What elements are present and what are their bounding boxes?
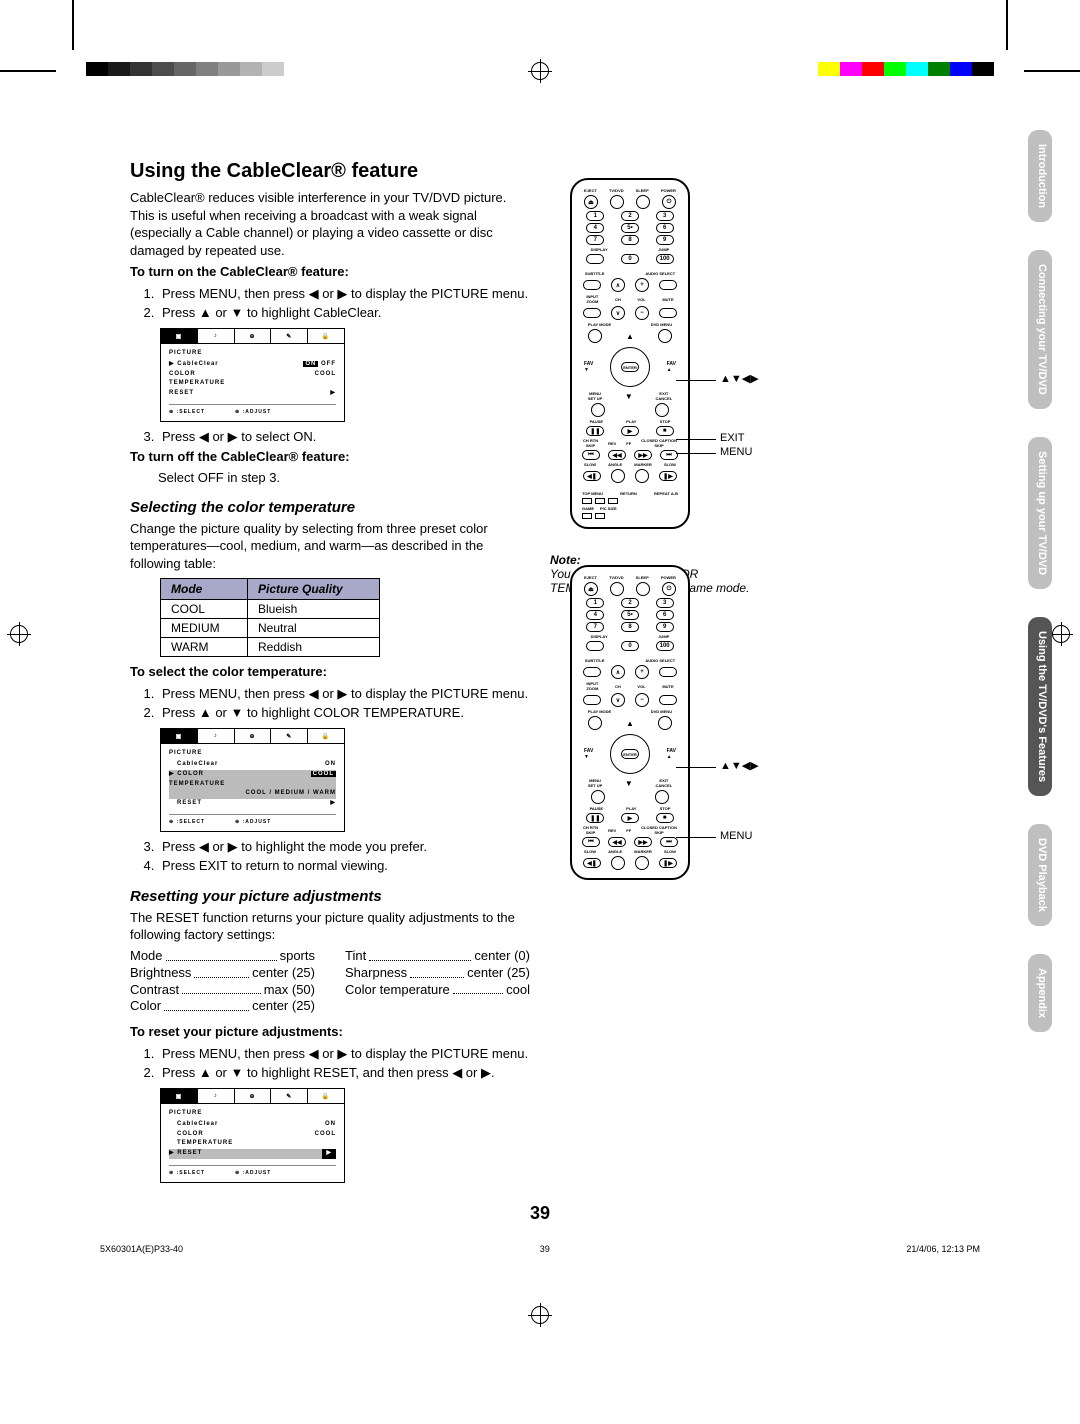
registration-mark bbox=[531, 62, 549, 80]
tab-connecting: Connecting your TV/DVD bbox=[1028, 250, 1052, 409]
registration-mark bbox=[1052, 625, 1070, 643]
main-column: Using the CableClear® feature CableClear… bbox=[130, 160, 530, 1189]
reset-steps-heading: To reset your picture adjustments: bbox=[130, 1023, 530, 1041]
factory-item: Color temperaturecool bbox=[345, 982, 530, 999]
factory-settings: ModesportsBrightnesscenter (25)Contrastm… bbox=[130, 948, 530, 1016]
reset-heading: Resetting your picture adjustments bbox=[130, 888, 530, 905]
remote-illustration-2: EJECTTV/DVDSLEEPPOWER ⏏⏻ 123 45•6 789 DI… bbox=[570, 565, 690, 880]
select-temp-remaining: Press ◀ or ▶ to highlight the mode you p… bbox=[158, 838, 530, 875]
color-temp-heading: Selecting the color temperature bbox=[130, 499, 530, 516]
factory-item: Colorcenter (25) bbox=[130, 998, 315, 1015]
osd-cableclear: CableClear bbox=[177, 361, 218, 367]
step: Press ▲ or ▼ to highlight RESET, and the… bbox=[158, 1064, 530, 1082]
footer-center: 39 bbox=[540, 1244, 550, 1254]
crop-mark bbox=[72, 0, 74, 50]
factory-item: Brightnesscenter (25) bbox=[130, 965, 315, 982]
tab-appendix: Appendix bbox=[1028, 954, 1052, 1032]
th-mode: Mode bbox=[161, 579, 248, 600]
factory-item: Tintcenter (0) bbox=[345, 948, 530, 965]
tab-introduction: Introduction bbox=[1028, 130, 1052, 222]
remote-illustration-1: EJECTTV/DVDSLEEPPOWER ⏏⏻ 123 45•6 789 DI… bbox=[570, 178, 690, 529]
print-footer: 5X60301A(E)P33-40 39 21/4/06, 12:13 PM bbox=[100, 1244, 980, 1254]
step: Press MENU, then press ◀ or ▶ to display… bbox=[158, 1045, 530, 1063]
menu-label: MENU bbox=[720, 446, 752, 458]
step: Press MENU, then press ◀ or ▶ to display… bbox=[158, 685, 530, 703]
turn-off-text: Select OFF in step 3. bbox=[158, 469, 530, 487]
osd-colortemp: COLOR TEMPERATURE bbox=[169, 370, 225, 389]
crop-mark bbox=[1006, 0, 1008, 50]
reset-steps: Press MENU, then press ◀ or ▶ to display… bbox=[158, 1045, 530, 1082]
arrows-label-2: ▲▼◀▶ bbox=[720, 760, 759, 772]
intro-text: CableClear® reduces visible interference… bbox=[130, 189, 530, 259]
step: Press EXIT to return to normal viewing. bbox=[158, 857, 530, 875]
step: Press ▲ or ▼ to highlight CableClear. bbox=[158, 304, 530, 322]
osd-screenshot-colortemp: ▣♪⊕✎🔒 PICTURE CableClearON ▶ COLOR TEMPE… bbox=[160, 728, 345, 832]
color-temp-intro: Change the picture quality by selecting … bbox=[130, 520, 530, 573]
crop-mark bbox=[1024, 70, 1080, 72]
tab-dvd-playback: DVD Playback bbox=[1028, 824, 1052, 926]
exit-label: EXIT bbox=[720, 432, 744, 444]
footer-left: 5X60301A(E)P33-40 bbox=[100, 1244, 183, 1254]
osd-screenshot-cableclear: ▣♪⊕✎🔒 PICTURE ▶ CableClearON OFF COLOR T… bbox=[160, 328, 345, 422]
select-temp-heading: To select the color temperature: bbox=[130, 663, 530, 681]
enter-button: ENTER bbox=[621, 362, 639, 372]
factory-item: Contrastmax (50) bbox=[130, 982, 315, 999]
step: Press ◀ or ▶ to highlight the mode you p… bbox=[158, 838, 530, 856]
mode-table: ModePicture Quality COOLBlueish MEDIUMNe… bbox=[160, 578, 380, 657]
menu-label-2: MENU bbox=[720, 830, 752, 842]
crop-mark bbox=[0, 70, 56, 72]
osd-reset: RESET bbox=[169, 389, 194, 399]
reset-intro: The RESET function returns your picture … bbox=[130, 909, 530, 944]
illustration-column: EJECTTV/DVDSLEEPPOWER ⏏⏻ 123 45•6 789 DI… bbox=[550, 160, 850, 880]
cmyk-bar bbox=[818, 62, 994, 76]
registration-mark bbox=[10, 625, 28, 643]
section-tabs: Introduction Connecting your TV/DVD Sett… bbox=[1028, 130, 1052, 1032]
osd-cool: COOL bbox=[315, 370, 336, 389]
step: Press MENU, then press ◀ or ▶ to display… bbox=[158, 285, 530, 303]
grayscale-bar bbox=[86, 62, 284, 76]
step: Press ◀ or ▶ to select ON. bbox=[158, 428, 530, 446]
turn-on-steps: Press MENU, then press ◀ or ▶ to display… bbox=[158, 285, 530, 322]
registration-mark bbox=[531, 1306, 549, 1324]
select-temp-steps: Press MENU, then press ◀ or ▶ to display… bbox=[158, 685, 530, 722]
tab-using-features: Using the TV/DVD's Features bbox=[1028, 617, 1052, 796]
turn-on-heading: To turn on the CableClear® feature: bbox=[130, 263, 530, 281]
th-quality: Picture Quality bbox=[248, 579, 380, 600]
turn-on-step3: Press ◀ or ▶ to select ON. bbox=[158, 428, 530, 446]
turn-off-heading: To turn off the CableClear® feature: bbox=[130, 448, 530, 466]
factory-item: Modesports bbox=[130, 948, 315, 965]
osd-screenshot-reset: ▣♪⊕✎🔒 PICTURE CableClearON COLOR TEMPERA… bbox=[160, 1088, 345, 1182]
tab-setting-up: Setting up your TV/DVD bbox=[1028, 437, 1052, 589]
step: Press ▲ or ▼ to highlight COLOR TEMPERAT… bbox=[158, 704, 530, 722]
page-number: 39 bbox=[530, 1203, 550, 1224]
factory-item: Sharpnesscenter (25) bbox=[345, 965, 530, 982]
footer-right: 21/4/06, 12:13 PM bbox=[906, 1244, 980, 1254]
page-title: Using the CableClear® feature bbox=[130, 160, 530, 183]
arrows-label: ▲▼◀▶ bbox=[720, 373, 759, 385]
